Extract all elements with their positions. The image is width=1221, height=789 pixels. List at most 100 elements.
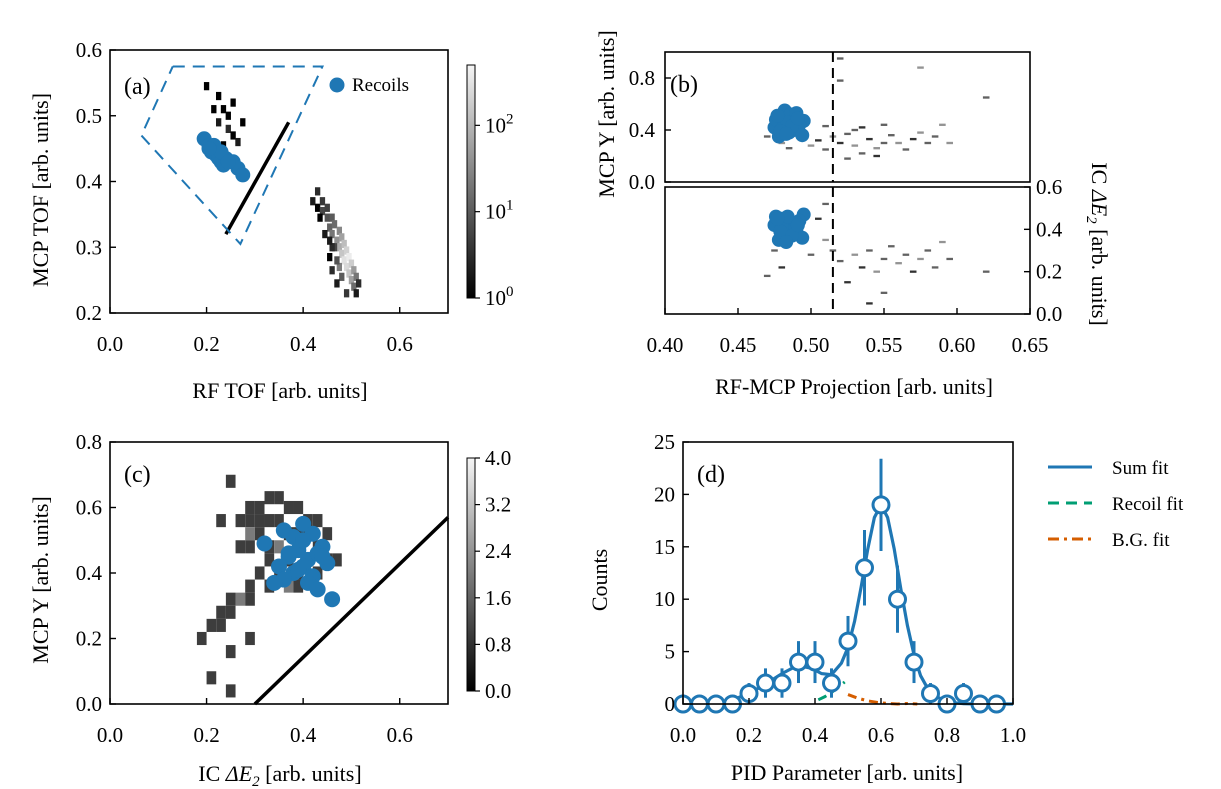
colorbar-tick-label: 2.4 — [485, 539, 512, 563]
heatmap-cell — [946, 257, 953, 261]
heatmap-cell — [939, 240, 946, 244]
recoil-point — [271, 558, 287, 575]
y-tick-label: 0.4 — [76, 170, 103, 194]
heatmap-cell — [888, 245, 895, 248]
colorbar — [466, 457, 476, 692]
panel-d-frame — [682, 441, 1014, 705]
x-tick-label: 0.45 — [720, 333, 757, 357]
heatmap-cell — [778, 266, 786, 269]
y-tick-label: 0.8 — [629, 66, 655, 90]
panel-d-xlabel: PID Parameter [arb. units] — [731, 760, 963, 785]
recoil-point — [324, 591, 341, 608]
y-tick-label: 0.8 — [76, 430, 102, 454]
heatmap-cell — [319, 206, 326, 216]
heatmap-cell — [982, 96, 990, 99]
recoil-point — [235, 167, 251, 183]
x-tick-label: 0.6 — [868, 723, 894, 747]
heatmap-cell — [351, 282, 357, 291]
x-tick-label: 0.60 — [939, 333, 976, 357]
panel-c-xlabel: IC ΔE2 [arb. units] — [198, 761, 361, 789]
heatmap-cell — [264, 491, 275, 505]
heatmap-cell — [982, 270, 990, 273]
panel-d-tag: (d) — [697, 462, 725, 488]
y-tick-label: 0.0 — [1036, 302, 1062, 326]
heatmap-cell — [336, 243, 343, 252]
heatmap-cell — [245, 540, 255, 554]
heatmap-cell — [327, 223, 333, 232]
colorbar-tick-label: 1.6 — [485, 586, 511, 610]
panel-c-ylabel: MCP Y [arb. units] — [28, 496, 53, 663]
panel-b-xlabel: RF-MCP Projection [arb. units] — [715, 374, 993, 399]
heatmap-cell — [851, 253, 859, 256]
heatmap-cell — [822, 148, 829, 151]
recoil-point — [295, 532, 312, 549]
x-tick-label: 0.2 — [193, 332, 219, 356]
heatmap-cell — [245, 500, 255, 515]
panel-a-ylabel: MCP TOF [arb. units] — [28, 93, 53, 287]
panel-d-legend: Sum fit Recoil fit B.G. fit — [1048, 458, 1184, 551]
panel-d-ylabel: Counts — [587, 549, 612, 611]
heatmap-cell — [807, 144, 815, 147]
heatmap-cell — [902, 148, 910, 151]
panel-a-tag: (a) — [124, 74, 151, 100]
heatmap-cell — [343, 289, 350, 298]
recoil-point — [795, 128, 810, 143]
panel-b-ylabel-top: MCP Y [arb. units] — [594, 30, 619, 197]
recoil-point — [290, 561, 307, 578]
heatmap-cell — [844, 132, 851, 136]
heatmap-cell — [858, 152, 866, 155]
data-point — [756, 673, 775, 693]
y-tick-label: 0.0 — [629, 170, 655, 194]
heatmap-cell — [346, 253, 352, 262]
heatmap-cell — [836, 57, 844, 60]
heatmap-cell — [235, 592, 246, 606]
data-point — [888, 589, 907, 609]
heatmap-cell — [888, 134, 895, 137]
data-point — [954, 684, 973, 704]
heatmap-cell — [254, 566, 265, 580]
x-tick-label: 0.0 — [670, 723, 696, 747]
y-tick-label: 0.4 — [629, 118, 656, 142]
colorbar-tick-label: 4.0 — [485, 446, 511, 470]
heatmap-cell — [283, 579, 294, 593]
heatmap-cell — [924, 141, 932, 145]
heatmap-cell — [216, 605, 226, 619]
heatmap-cell — [216, 514, 226, 528]
heatmap-cell — [866, 302, 873, 305]
heatmap-cell — [215, 118, 222, 127]
recoil-point — [295, 515, 312, 532]
heatmap-cell — [245, 592, 255, 606]
heatmap-cell — [851, 128, 859, 132]
heatmap-cell — [836, 259, 844, 263]
heatmap-cell — [348, 276, 355, 285]
heatmap-cell — [873, 270, 880, 273]
heatmap-cell — [873, 154, 880, 158]
heatmap-cell — [763, 274, 771, 278]
heatmap-cell — [836, 79, 844, 82]
y-tick-label: 20 — [654, 482, 675, 506]
y-tick-label: 0.6 — [76, 38, 102, 62]
heatmap-cell — [851, 144, 859, 147]
data-point — [838, 631, 858, 651]
recoil-point — [779, 235, 794, 250]
colorbar-tick-label: 0.0 — [485, 679, 511, 703]
data-point — [921, 684, 940, 704]
colorbar-tick-label: 102 — [485, 111, 514, 137]
heatmap-cell — [822, 124, 829, 128]
x-tick-label: 0.0 — [97, 332, 123, 356]
heatmap-cell — [346, 269, 352, 278]
heatmap-cell — [310, 197, 316, 206]
data-point — [805, 652, 825, 672]
x-tick-label: 0.0 — [97, 723, 123, 747]
heatmap-cell — [339, 249, 345, 258]
legend-recoils-marker — [329, 77, 345, 93]
panel-b: 0.0 0.4 0.8 0.0 0.2 0.4 0.6 0.40 0.45 0.50 0.55 0.6… — [629, 51, 1063, 357]
heatmap-cell — [254, 500, 265, 515]
legend-sum-fit-label: Sum fit — [1112, 458, 1169, 479]
heatmap-cell — [216, 618, 226, 632]
heatmap-cell — [327, 253, 333, 262]
heatmap-cell — [771, 249, 778, 252]
heatmap-cell — [931, 135, 939, 138]
heatmap-cell — [334, 256, 340, 265]
panel-b-ylabel-bottom: IC ΔE2 [arb. units] — [1083, 162, 1112, 325]
